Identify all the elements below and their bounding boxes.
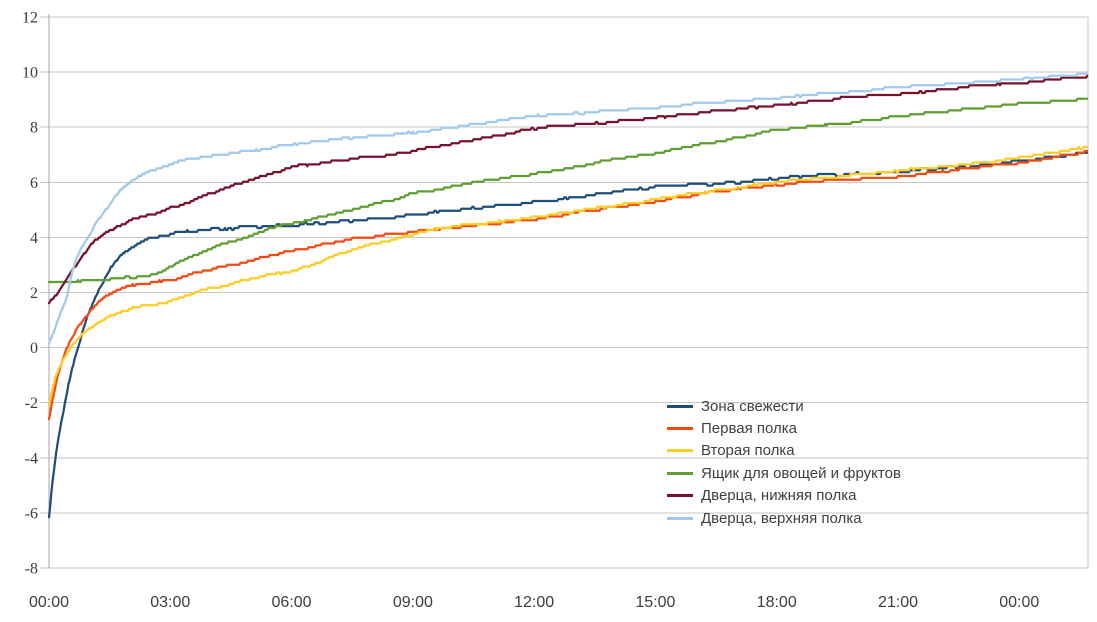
legend-item-door-lower-shelf: Дверца, нижняя полка — [667, 487, 901, 505]
legend-line-swatch — [667, 449, 693, 453]
legend-label: Ящик для овощей и фруктов — [701, 464, 901, 482]
legend-label: Вторая полка — [701, 442, 795, 460]
series-line-5 — [47, 74, 1089, 305]
x-axis-tick-label: 21:00 — [878, 594, 918, 611]
legend-item-second-shelf: Вторая полка — [667, 442, 901, 460]
series-line-2 — [47, 149, 1089, 421]
y-axis-tick-label: -8 — [25, 561, 38, 578]
chart-legend: Зона свежести Первая полка Вторая полка … — [667, 397, 901, 527]
legend-item-vegetable-drawer: Ящик для овощей и фруктов — [667, 464, 901, 482]
legend-line-swatch — [667, 404, 693, 408]
legend-line-swatch — [667, 471, 693, 475]
legend-label: Зона свежести — [701, 397, 804, 415]
x-axis-tick-label: 06:00 — [272, 594, 312, 611]
y-axis-tick-label: 6 — [30, 175, 38, 192]
x-axis-tick-label: 18:00 — [757, 594, 797, 611]
series-line-4 — [47, 97, 1089, 284]
x-axis-tick-label: 15:00 — [635, 594, 675, 611]
y-axis-tick-label: 2 — [30, 285, 38, 302]
legend-line-swatch — [667, 516, 693, 520]
legend-label: Дверца, нижняя полка — [701, 487, 857, 505]
legend-item-door-upper-shelf: Дверца, верхняя полка — [667, 509, 901, 527]
legend-item-first-shelf: Первая полка — [667, 420, 901, 438]
x-axis-tick-label: 03:00 — [150, 594, 190, 611]
series-line-6 — [47, 72, 1089, 345]
series-line-1 — [47, 151, 1089, 519]
y-axis-tick-label: -2 — [25, 395, 38, 412]
legend-line-swatch — [667, 494, 693, 498]
y-axis-tick-label: 8 — [30, 120, 38, 137]
x-axis-tick-label: 09:00 — [393, 594, 433, 611]
y-axis-tick-label: 10 — [22, 65, 38, 82]
x-axis-tick-label: 00:00 — [29, 594, 69, 611]
x-axis-tick-label: 12:00 — [514, 594, 554, 611]
legend-line-swatch — [667, 427, 693, 431]
y-axis-tick-label: 0 — [30, 340, 38, 357]
x-axis-tick-label: 00:00 — [999, 594, 1039, 611]
y-axis-tick-label: 4 — [30, 230, 38, 247]
series-line-3 — [47, 145, 1089, 407]
legend-label: Дверца, верхняя полка — [701, 509, 862, 527]
legend-label: Первая полка — [701, 420, 798, 438]
y-axis-tick-label: 12 — [22, 10, 38, 27]
y-axis-tick-label: -4 — [25, 450, 38, 467]
legend-item-fresh-zone: Зона свежести — [667, 397, 901, 415]
y-axis-tick-label: -6 — [25, 505, 38, 522]
